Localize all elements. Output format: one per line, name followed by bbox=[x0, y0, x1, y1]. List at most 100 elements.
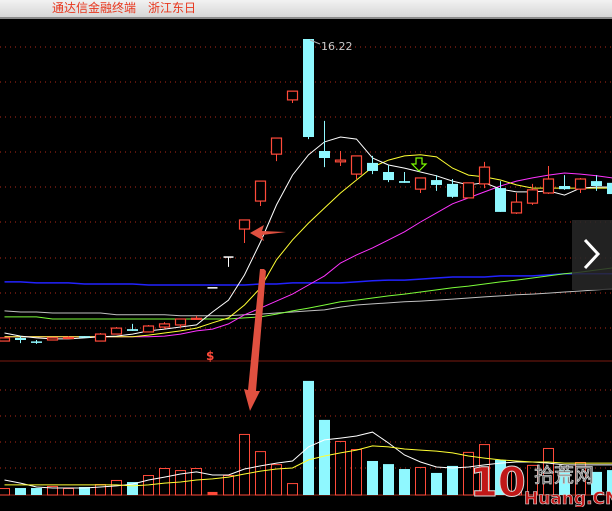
candle bbox=[512, 193, 522, 214]
kline-chart[interactable]: 16.22 $ bbox=[0, 19, 612, 507]
candle bbox=[0, 338, 10, 341]
candle-body bbox=[240, 220, 250, 229]
candle bbox=[607, 183, 612, 194]
candle bbox=[416, 178, 426, 193]
watermark-cn: 拾荒网 bbox=[534, 463, 594, 487]
candle bbox=[383, 165, 394, 182]
left-arrow-annotation bbox=[250, 225, 286, 241]
candle bbox=[112, 327, 122, 334]
volume-bar bbox=[431, 473, 442, 495]
candle bbox=[367, 156, 378, 174]
candle bbox=[256, 181, 266, 206]
candle bbox=[272, 138, 282, 161]
candle-body bbox=[272, 138, 282, 154]
candle-body bbox=[127, 329, 138, 331]
candle-body bbox=[559, 186, 570, 189]
candle bbox=[559, 175, 570, 190]
candle bbox=[336, 151, 346, 166]
candle-body bbox=[367, 163, 378, 171]
volume-bar bbox=[96, 485, 106, 495]
candle-body bbox=[319, 151, 330, 158]
watermark-logo: 10 拾荒网 Huang.CN bbox=[466, 452, 612, 507]
candle bbox=[303, 39, 314, 139]
down-arrow-annotation bbox=[244, 269, 266, 411]
candle-body bbox=[447, 184, 458, 197]
candle-body bbox=[336, 160, 346, 162]
candle-body bbox=[288, 91, 298, 100]
candle bbox=[224, 257, 234, 267]
dollar-mark: $ bbox=[206, 349, 214, 363]
ma20-line bbox=[5, 173, 612, 337]
volume-bar bbox=[208, 492, 218, 495]
candle-body bbox=[607, 183, 612, 194]
volume-bar bbox=[0, 489, 10, 495]
candle bbox=[480, 162, 490, 188]
watermark-number: 10 bbox=[470, 460, 526, 506]
candle bbox=[495, 181, 506, 212]
candle-body bbox=[15, 338, 26, 340]
candle bbox=[31, 340, 42, 344]
volume-bar bbox=[15, 488, 26, 495]
volume-bar bbox=[447, 466, 458, 495]
candle bbox=[144, 325, 154, 332]
candle-body bbox=[352, 156, 362, 174]
candle-body bbox=[160, 324, 170, 327]
candle-body bbox=[112, 328, 122, 334]
candle bbox=[79, 336, 90, 338]
candle-body bbox=[383, 172, 394, 180]
candle bbox=[127, 324, 138, 331]
candle-body bbox=[64, 338, 74, 339]
volume-bar bbox=[224, 476, 234, 495]
volume-bar bbox=[64, 489, 74, 495]
candle-body bbox=[576, 179, 586, 189]
next-page-button[interactable] bbox=[572, 220, 612, 290]
candle-body bbox=[96, 334, 106, 341]
candle bbox=[192, 316, 202, 320]
candle-body bbox=[464, 183, 474, 198]
candle-body bbox=[512, 202, 522, 213]
volume-bar bbox=[112, 480, 122, 495]
candle bbox=[399, 172, 410, 183]
high-price-label: 16.22 bbox=[321, 40, 353, 53]
candle-body bbox=[431, 180, 442, 185]
candle bbox=[288, 91, 298, 103]
volume-bar bbox=[288, 484, 298, 495]
candle-body bbox=[192, 318, 202, 319]
candle-body bbox=[256, 181, 266, 201]
candle-body bbox=[144, 326, 154, 332]
candle-body bbox=[591, 181, 602, 186]
candle bbox=[464, 183, 474, 198]
candle bbox=[96, 333, 106, 341]
title-bar: 通达信金融终端 浙江东日 bbox=[0, 0, 612, 19]
volume-bar bbox=[399, 469, 410, 495]
candle-body bbox=[303, 39, 314, 137]
candle-body bbox=[79, 336, 90, 338]
candle-body bbox=[495, 188, 506, 212]
ma10-line bbox=[5, 155, 612, 337]
candle-body bbox=[528, 190, 538, 203]
volume-bar bbox=[303, 381, 314, 495]
chevron-right-icon bbox=[572, 220, 612, 290]
volume-bar bbox=[367, 461, 378, 495]
candle bbox=[48, 338, 58, 340]
candle bbox=[240, 220, 250, 243]
candle-body bbox=[544, 179, 554, 193]
stock-name[interactable]: 浙江东日 bbox=[148, 0, 196, 16]
candle bbox=[576, 178, 586, 193]
volume-bar bbox=[160, 469, 170, 496]
volume-bar bbox=[240, 434, 250, 495]
candle-body bbox=[399, 181, 410, 183]
candle-body bbox=[31, 341, 42, 343]
candle bbox=[352, 156, 362, 179]
watermark-en: Huang.CN bbox=[524, 489, 612, 507]
candle bbox=[544, 166, 554, 194]
volume-bar bbox=[416, 467, 426, 495]
candle-body bbox=[416, 178, 426, 189]
candle-body bbox=[176, 319, 186, 325]
app-title: 通达信金融终端 bbox=[52, 0, 136, 16]
signal-down-arrow-icon bbox=[412, 158, 426, 171]
volume-bar bbox=[256, 452, 266, 495]
candle-body bbox=[480, 167, 490, 184]
volume-bar bbox=[31, 488, 42, 495]
volume-bar bbox=[352, 450, 362, 495]
